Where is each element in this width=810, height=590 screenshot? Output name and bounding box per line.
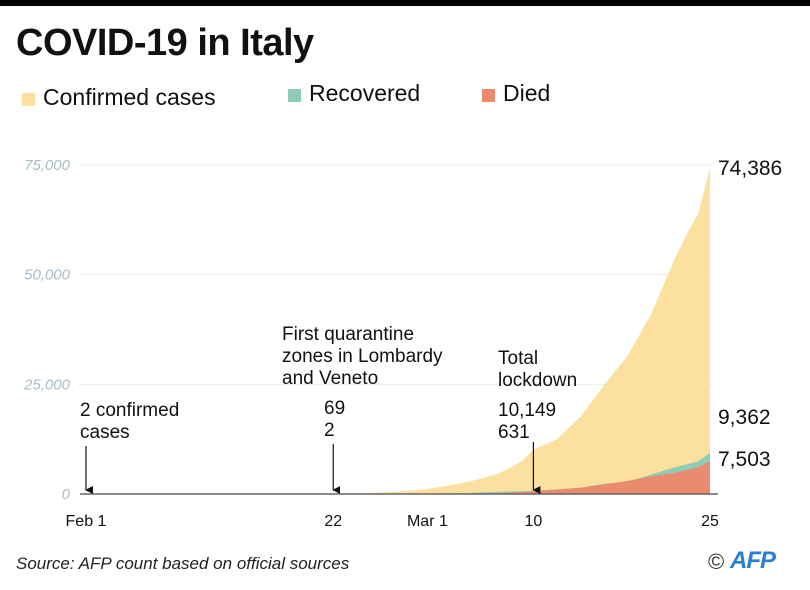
area-confirmed-cases <box>86 167 710 494</box>
annotation-value: 631 <box>498 422 530 443</box>
legend-item-recovered: Recovered <box>288 80 420 107</box>
annotation-text: and Veneto <box>282 368 378 389</box>
x-tick-label: 25 <box>701 513 719 530</box>
source-note: Source: AFP count based on official sour… <box>16 554 350 573</box>
y-tick-label: 0 <box>62 486 71 503</box>
x-tick-label: 10 <box>524 513 542 530</box>
legend-label-recovered: Recovered <box>309 80 421 106</box>
y-tick-label: 75,000 <box>24 157 71 174</box>
legend-item-confirmed: Confirmed cases <box>22 84 216 111</box>
afp-logo: AFP <box>730 547 776 574</box>
x-tick-label: 22 <box>324 513 342 530</box>
x-tick-label: Mar 1 <box>407 513 448 530</box>
chart-title: COVID-19 in Italy <box>16 22 314 64</box>
annotation-value: 2 <box>324 420 335 441</box>
top-bar <box>0 0 810 6</box>
legend-swatch-confirmed <box>22 93 35 106</box>
legend-swatch-died <box>482 89 495 102</box>
annotation-text: cases <box>80 422 130 443</box>
annotation-text: zones in Lombardy <box>282 346 443 367</box>
copyright-icon: © <box>708 549 725 574</box>
legend-swatch-recovered <box>288 89 301 102</box>
annotation-text: 2 confirmed <box>80 400 179 421</box>
annotation-value: 69 <box>324 398 345 419</box>
area-died <box>86 461 710 494</box>
annotation-text: lockdown <box>498 370 577 391</box>
y-tick-label: 25,000 <box>23 376 71 393</box>
annotation-text: Total <box>498 348 538 369</box>
end-value-label: 9,362 <box>718 406 771 429</box>
legend-label-confirmed: Confirmed cases <box>43 84 216 110</box>
annotation-text: First quarantine <box>282 324 414 345</box>
legend-label-died: Died <box>503 80 551 106</box>
legend-item-died: Died <box>482 80 550 107</box>
annotation-value: 10,149 <box>498 400 556 421</box>
y-tick-label: 50,000 <box>24 267 71 284</box>
end-value-label: 7,503 <box>718 448 771 471</box>
end-value-label: 74,386 <box>718 157 782 180</box>
x-tick-label: Feb 1 <box>66 513 107 530</box>
